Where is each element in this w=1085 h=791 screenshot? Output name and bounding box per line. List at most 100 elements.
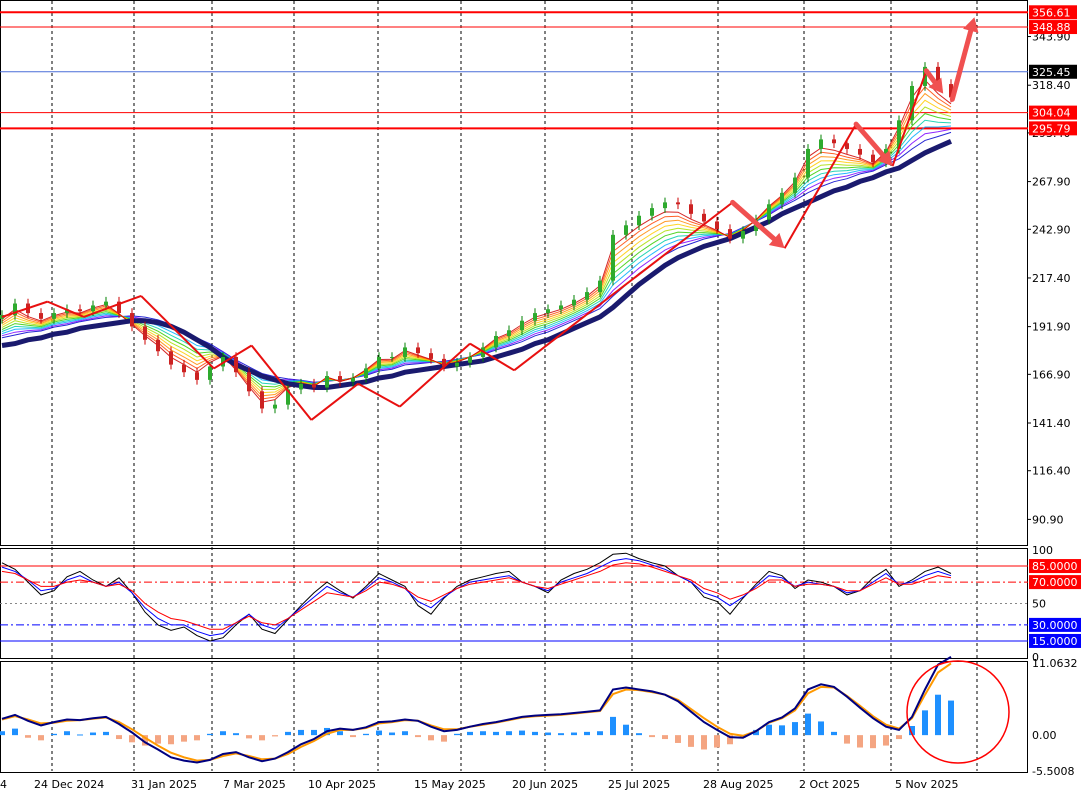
- macd-bar-60: [779, 725, 785, 736]
- price-tick-label-1: 318.40: [1032, 79, 1071, 92]
- price-level-label-348.88: 348.88: [1032, 21, 1071, 34]
- macd-bar-36: [467, 731, 473, 736]
- macd-bar-1: [12, 728, 18, 736]
- macd-bar-56: [727, 735, 733, 745]
- macd-bar-4: [51, 733, 57, 736]
- ma-ribbon: [1, 79, 953, 403]
- candle-body-55: [715, 221, 719, 230]
- panel-frames: [0, 0, 1028, 773]
- candle-body-47: [611, 234, 615, 281]
- macd-bar-62: [805, 713, 811, 736]
- candle-body-67: [871, 154, 875, 163]
- time-label-2: 31 Jan 2025: [131, 778, 197, 791]
- price-level-box-325.45: [1029, 64, 1077, 79]
- price-level-label-325.45: 325.45: [1032, 66, 1071, 79]
- candle-body-20: [260, 391, 264, 409]
- time-label-6: 20 Jun 2025: [512, 778, 578, 791]
- candle-body-28: [364, 368, 368, 378]
- candle-body-63: [819, 139, 823, 149]
- price-level-box-348.88: [1029, 20, 1077, 35]
- ribbon-line-9: [1, 79, 952, 403]
- macd-bar-59: [766, 724, 772, 736]
- time-axis: 4 24 Dec 2024 31 Jan 2025 7 Mar 2025 10 Apr …: [0, 778, 958, 791]
- macd-bar-8: [103, 731, 109, 736]
- zigzag-segment-3: [140, 295, 215, 370]
- price-level-box-356.61: [1029, 5, 1077, 20]
- zigzag-segment-6: [310, 382, 359, 421]
- zigzag-arrow-15-shaft: [923, 68, 938, 85]
- candle-body-65: [845, 143, 849, 149]
- price-level-label-356.61: 356.61: [1032, 6, 1071, 19]
- macd-bar-23: [298, 729, 304, 736]
- price-level-label-295.79: 295.79: [1032, 122, 1071, 135]
- macd-bar-49: [636, 733, 642, 736]
- projection-arrow-head: [963, 17, 979, 33]
- candle-body-54: [702, 213, 706, 222]
- time-label-5: 15 May 2025: [414, 778, 486, 791]
- stoch-line-2: [1, 562, 952, 630]
- stoch-level-label-15.0000: 15.0000: [1032, 635, 1078, 648]
- macd-bar-38: [493, 731, 499, 736]
- macd-bar-30: [389, 732, 395, 736]
- macd-histogram: [0, 694, 954, 750]
- macd-bar-6: [77, 734, 83, 736]
- price-panel: [0, 11, 1028, 421]
- time-label-8: 28 Aug 2025: [703, 778, 773, 791]
- macd-bar-10: [129, 735, 135, 743]
- candle-body-33: [429, 353, 433, 359]
- candle-body-11: [143, 326, 147, 340]
- macd-bar-14: [181, 735, 187, 742]
- macd-bar-53: [688, 735, 694, 747]
- time-label-4: 10 Apr 2025: [308, 778, 376, 791]
- candle-body-64: [832, 139, 836, 144]
- candle-body-15: [195, 372, 199, 380]
- stoch-tick-label-1: 50: [1032, 598, 1046, 611]
- time-label-1: 24 Dec 2024: [34, 778, 104, 791]
- zigzag-arrow-15-head: [928, 77, 944, 94]
- zigzag-arrow-11-head: [768, 232, 785, 249]
- macd-bar-70: [909, 726, 915, 736]
- zigzag-arrow-13-head: [877, 150, 893, 167]
- candle-body-8: [104, 301, 108, 306]
- candle-body-46: [598, 280, 602, 293]
- macd-bar-51: [662, 735, 668, 740]
- candle-body-29: [377, 356, 381, 369]
- time-label-10: 5 Nov 2025: [895, 778, 958, 791]
- zigzag-segment-1: [47, 300, 85, 318]
- macd-main-line: [1, 656, 952, 764]
- candle-body-72: [936, 66, 940, 85]
- candle-body-31: [403, 347, 407, 357]
- candle-body-60: [780, 192, 784, 205]
- macd-bar-20: [259, 735, 265, 741]
- macd-bar-68: [883, 735, 889, 746]
- candle-body-23: [299, 383, 303, 390]
- candle-body-40: [520, 320, 524, 331]
- candle-body-35: [455, 362, 459, 367]
- time-label-9: 2 Oct 2025: [799, 778, 860, 791]
- macd-bar-47: [610, 716, 616, 736]
- macd-bar-45: [584, 731, 590, 736]
- macd-bar-35: [454, 733, 460, 736]
- macd-bar-71: [922, 710, 928, 736]
- macd-bar-44: [571, 732, 577, 736]
- macd-bar-31: [402, 731, 408, 736]
- macd-bar-21: [272, 735, 278, 737]
- price-tick-label-3: 267.90: [1032, 176, 1071, 189]
- candle-body-56: [728, 229, 732, 239]
- long-moving-average: [1, 139, 953, 390]
- macd-bar-11: [142, 735, 148, 746]
- candle-body-24: [312, 383, 316, 388]
- zigzag-segment-9: [469, 342, 515, 372]
- price-level-box-304.04: [1029, 105, 1077, 120]
- macd-bar-29: [376, 730, 382, 736]
- candle-body-22: [286, 389, 290, 405]
- candle-body-27: [351, 377, 355, 382]
- macd-bar-40: [519, 730, 525, 736]
- candle-body-44: [572, 299, 576, 306]
- candle-body-12: [156, 339, 160, 352]
- candle-body-1: [13, 303, 17, 315]
- macd-bar-3: [38, 735, 44, 741]
- candle-body-3: [39, 313, 43, 319]
- macd-bar-33: [428, 735, 434, 741]
